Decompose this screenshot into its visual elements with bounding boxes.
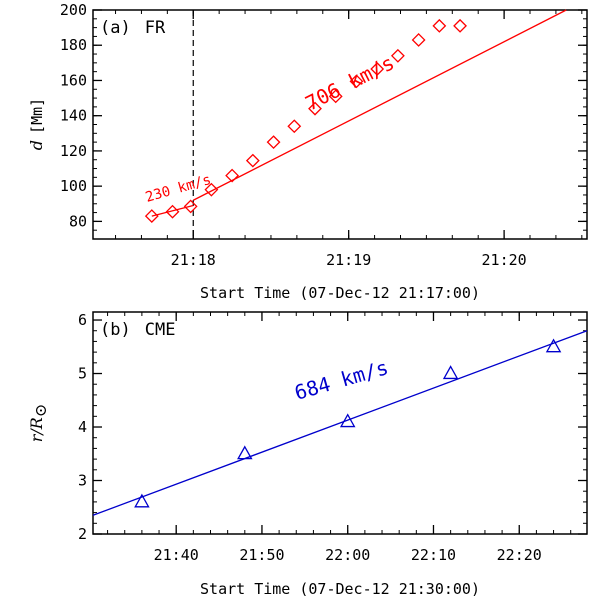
x-tick-label: 21:19: [326, 251, 371, 269]
x-tick-label: 21:50: [239, 546, 284, 564]
data-point-triangle: [339, 413, 356, 428]
panel-fr-label: (a) FR: [100, 18, 166, 38]
data-point-diamond: [144, 209, 159, 224]
fit-line: [192, 9, 567, 201]
y-tick-label: 4: [78, 418, 87, 436]
data-point-diamond: [287, 119, 302, 134]
data-point-diamond: [165, 204, 180, 219]
y-tick-label: 160: [60, 71, 87, 89]
fit-line: [151, 204, 194, 217]
fit-label-230: 230 km/s: [144, 172, 213, 206]
fit-label-706: 706 km/s: [301, 50, 398, 115]
panel-cme-fit-lines: [92, 330, 588, 516]
panel-cme-ylabel: r/R⊙: [27, 404, 50, 443]
data-point-diamond: [453, 18, 467, 33]
fit-line: [92, 330, 588, 516]
panel-fr-xlabel: Start Time (07-Dec-12 21:17:00): [200, 284, 480, 302]
x-tick-label: 21:40: [154, 546, 199, 564]
panel-cme-markers: [134, 338, 562, 508]
y-tick-label: 180: [60, 36, 87, 54]
data-point-diamond: [390, 48, 405, 63]
data-point-triangle: [442, 365, 459, 380]
data-point-diamond: [245, 153, 260, 168]
data-point-diamond: [432, 18, 447, 33]
y-tick-label: 5: [78, 365, 87, 383]
data-point-diamond: [204, 182, 219, 197]
panel-fr-markers: [144, 18, 467, 224]
panel-cme: 21:40 21:50 22:00 22:10 22:20 2 3 4 5 6 (b) CME 68…: [27, 311, 588, 598]
panel-cme-ticks: 21:40 21:50 22:00 22:10 22:20 2 3 4 5 6: [78, 311, 587, 564]
x-tick-label: 22:10: [411, 546, 456, 564]
y-tick-label: 80: [69, 212, 87, 230]
x-tick-label: 21:18: [171, 251, 216, 269]
panel-fr-ylabel: d[Mm]: [27, 98, 46, 150]
x-tick-label: 22:00: [325, 546, 370, 564]
data-point-diamond: [411, 33, 426, 47]
data-point-triangle: [134, 493, 150, 508]
data-point-diamond: [183, 199, 198, 214]
y-tick-label: 100: [60, 177, 87, 195]
x-tick-label: 21:20: [482, 251, 527, 269]
y-tick-label: 6: [78, 311, 87, 329]
panel-cme-label: (b) CME: [100, 320, 175, 340]
data-point-diamond: [266, 135, 281, 150]
data-point-diamond: [328, 89, 343, 104]
y-tick-label: 200: [60, 1, 87, 19]
y-tick-label: 2: [78, 525, 87, 543]
data-point-diamond: [308, 101, 322, 116]
panel-fr-fit-lines: [151, 9, 567, 239]
data-point-triangle: [545, 338, 562, 353]
panel-fr: 21:18 21:19 21:20 80 100 120 140 160 180 200 (a) F…: [27, 1, 588, 302]
y-tick-label: 140: [60, 107, 87, 125]
panel-cme-frame: [92, 311, 588, 535]
panel-cme-xlabel: Start Time (07-Dec-12 21:30:00): [200, 580, 480, 598]
y-tick-label: 3: [78, 472, 87, 490]
data-point-diamond: [349, 74, 364, 89]
x-tick-label: 22:20: [497, 546, 542, 564]
y-tick-label: 120: [60, 142, 87, 160]
panel-fr-ticks: 21:18 21:19 21:20 80 100 120 140 160 180 200: [60, 1, 587, 269]
data-point-triangle: [237, 445, 253, 460]
panel-fr-frame: [92, 9, 588, 240]
fit-label-684: 684 km/s: [292, 355, 391, 405]
data-point-diamond: [370, 62, 385, 76]
data-point-diamond: [225, 168, 240, 183]
